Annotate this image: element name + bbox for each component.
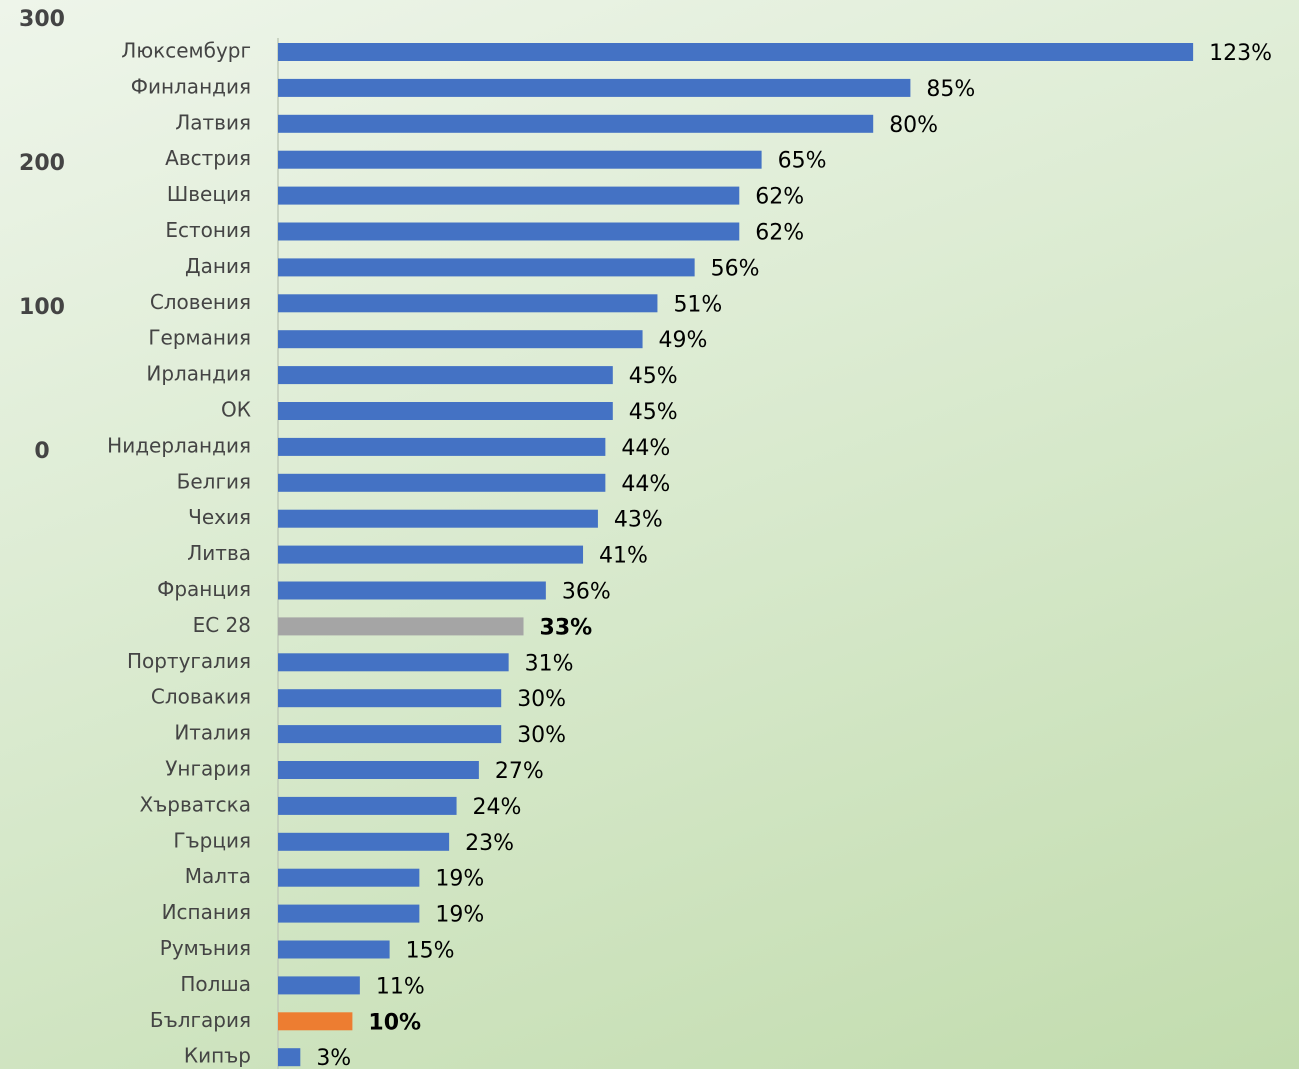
value-label: 44% [621, 436, 670, 461]
bar [278, 617, 524, 636]
value-label: 3% [316, 1046, 351, 1069]
value-label: 45% [629, 364, 678, 389]
bar [278, 366, 613, 385]
category-label: България [150, 1008, 251, 1032]
value-label: 10% [368, 1010, 421, 1035]
value-label: 41% [599, 544, 648, 569]
category-label: Естония [165, 218, 251, 242]
category-label: ЕС 28 [193, 613, 251, 637]
value-label: 30% [517, 687, 566, 712]
category-label: Швеция [167, 182, 251, 206]
value-label: 23% [465, 831, 514, 856]
value-label: 62% [755, 185, 804, 210]
value-label: 80% [889, 113, 938, 138]
value-label: 123% [1209, 41, 1272, 66]
bar [278, 581, 546, 600]
value-label: 19% [435, 903, 484, 928]
bar [278, 904, 420, 923]
bar [278, 725, 502, 744]
bar [278, 1012, 353, 1031]
value-label: 36% [562, 580, 611, 605]
category-label: Чехия [188, 505, 251, 529]
category-label: Латвия [175, 110, 251, 134]
bar [278, 653, 509, 672]
bar [278, 1048, 301, 1067]
category-label: Кипър [184, 1044, 251, 1068]
bar [278, 940, 390, 959]
bar [278, 509, 598, 528]
bar [278, 330, 643, 349]
value-label: 33% [540, 615, 593, 640]
category-label: Люксембург [121, 39, 251, 63]
value-label: 65% [778, 149, 827, 174]
value-label: 44% [621, 472, 670, 497]
category-label: Испания [162, 900, 251, 924]
category-label: Франция [157, 577, 251, 601]
category-label: Португалия [127, 649, 251, 673]
value-label: 31% [525, 651, 574, 676]
bar [278, 473, 606, 492]
value-label: 11% [376, 974, 425, 999]
bar [278, 402, 613, 420]
value-label: 45% [629, 400, 678, 425]
value-label: 24% [473, 795, 522, 820]
value-label: 62% [755, 221, 804, 246]
bar [278, 796, 457, 815]
value-label: 51% [673, 292, 722, 317]
value-label: 85% [926, 77, 975, 102]
bar [278, 186, 740, 205]
y2-tick-label: 300 [19, 7, 65, 32]
category-label: Германия [148, 326, 251, 350]
bar [278, 114, 874, 133]
bar [278, 761, 479, 779]
category-label: Италия [174, 721, 251, 745]
category-label: Нидерландия [107, 433, 251, 457]
bar [278, 222, 740, 241]
bar [278, 258, 695, 277]
category-label: Австрия [165, 146, 251, 170]
value-label: 30% [517, 723, 566, 748]
y2-tick-label: 0 [34, 439, 49, 464]
category-label: Словения [150, 290, 251, 314]
value-label: 49% [659, 328, 708, 353]
bar [278, 689, 502, 708]
category-label: Гърция [173, 828, 251, 852]
bar [278, 294, 658, 313]
category-label: Финландия [131, 74, 251, 98]
category-label: Литва [187, 541, 251, 565]
category-label: Унгария [165, 757, 251, 781]
category-label: Словакия [151, 685, 251, 709]
category-label: Ирландия [146, 362, 251, 386]
value-label: 43% [614, 508, 663, 533]
bar [278, 545, 584, 564]
value-label: 19% [435, 867, 484, 892]
bar [278, 976, 360, 995]
category-label: ОК [221, 398, 251, 422]
bar [278, 150, 762, 169]
y2-tick-label: 100 [19, 295, 65, 320]
category-label: Дания [185, 254, 251, 278]
category-label: Белгия [177, 469, 251, 493]
category-label: Малта [185, 864, 251, 888]
value-label: 27% [495, 759, 544, 784]
category-label: Румъния [160, 936, 251, 960]
bar [278, 43, 1194, 61]
y2-tick-label: 200 [19, 151, 65, 176]
bar [278, 78, 911, 97]
value-label: 15% [406, 939, 455, 964]
bar [278, 437, 606, 456]
category-label: Полша [180, 972, 251, 996]
category-label: Хърватска [139, 792, 251, 816]
value-label: 56% [711, 256, 760, 281]
bar [278, 832, 450, 851]
bar [278, 868, 420, 887]
